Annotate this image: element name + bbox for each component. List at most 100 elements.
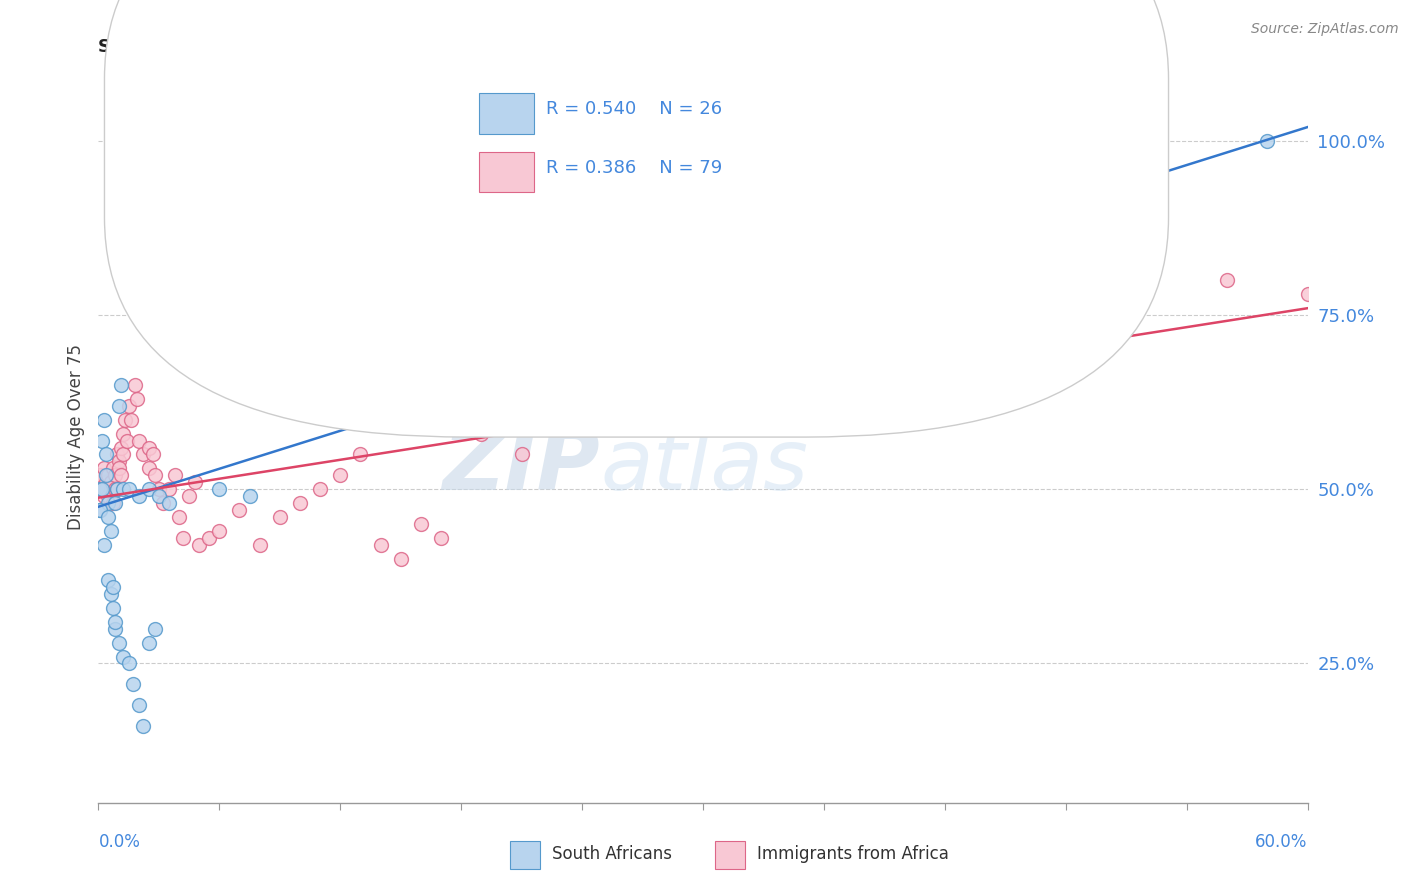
Point	[107, 635, 129, 649]
Point	[89, 483, 111, 497]
Point	[1296, 287, 1319, 301]
Point	[103, 496, 125, 510]
Bar	[509, 841, 540, 869]
Point	[309, 483, 332, 497]
Point	[101, 496, 124, 510]
Point	[179, 489, 201, 503]
Point	[91, 434, 114, 448]
Point	[93, 538, 115, 552]
Point	[103, 615, 125, 629]
Text: South Africans: South Africans	[551, 845, 672, 863]
Point	[118, 399, 141, 413]
Point	[172, 531, 194, 545]
Point	[128, 698, 150, 713]
Point	[389, 552, 412, 566]
Point	[1135, 287, 1157, 301]
Point	[128, 434, 150, 448]
Point	[1256, 134, 1278, 148]
Point	[409, 517, 432, 532]
Point	[103, 622, 125, 636]
Point	[239, 489, 262, 503]
Point	[93, 461, 115, 475]
Point	[101, 461, 124, 475]
Point	[93, 412, 115, 426]
Text: R = 0.540    N = 26: R = 0.540 N = 26	[546, 101, 721, 119]
Point	[1216, 273, 1239, 287]
FancyBboxPatch shape	[104, 0, 1168, 437]
Point	[96, 468, 118, 483]
Point	[96, 448, 118, 462]
Point	[152, 496, 174, 510]
Point	[118, 483, 141, 497]
Text: Source: ZipAtlas.com: Source: ZipAtlas.com	[1251, 22, 1399, 37]
Bar	[716, 841, 745, 869]
Text: R = 0.386    N = 79: R = 0.386 N = 79	[546, 159, 723, 177]
Point	[103, 483, 125, 497]
Point	[128, 489, 150, 503]
Point	[107, 461, 129, 475]
Text: atlas: atlas	[600, 425, 808, 508]
Point	[167, 510, 190, 524]
Point	[111, 483, 134, 497]
Point	[692, 357, 714, 371]
Point	[97, 510, 120, 524]
Point	[370, 538, 392, 552]
Point	[97, 573, 120, 587]
Point	[184, 475, 207, 490]
Point	[329, 137, 352, 152]
Point	[148, 489, 170, 503]
Point	[100, 587, 122, 601]
Point	[100, 524, 122, 538]
Point	[208, 524, 231, 538]
Point	[125, 392, 148, 406]
Point	[138, 441, 160, 455]
Point	[132, 719, 155, 733]
Point	[97, 489, 120, 503]
Point	[97, 496, 120, 510]
Point	[208, 483, 231, 497]
Point	[752, 336, 775, 351]
Point	[101, 580, 124, 594]
Text: 0.0%: 0.0%	[98, 833, 141, 851]
Point	[228, 503, 250, 517]
Text: 60.0%: 60.0%	[1256, 833, 1308, 851]
Point	[249, 538, 271, 552]
Point	[157, 483, 180, 497]
Point	[329, 468, 352, 483]
Point	[551, 412, 574, 426]
Bar	[479, 152, 534, 192]
Point	[143, 622, 166, 636]
Point	[157, 496, 180, 510]
Point	[100, 483, 122, 497]
Point	[110, 468, 132, 483]
Y-axis label: Disability Age Over 75: Disability Age Over 75	[67, 344, 86, 530]
Point	[100, 475, 122, 490]
Point	[138, 635, 160, 649]
Point	[105, 483, 128, 497]
Point	[591, 377, 613, 392]
Point	[1054, 308, 1077, 322]
Point	[198, 531, 221, 545]
Point	[269, 510, 291, 524]
Point	[101, 600, 124, 615]
Point	[124, 377, 146, 392]
Text: ZIP: ZIP	[443, 425, 600, 508]
Point	[103, 468, 125, 483]
Text: Immigrants from Africa: Immigrants from Africa	[758, 845, 949, 863]
Point	[132, 448, 155, 462]
Point	[111, 649, 134, 664]
Point	[114, 412, 136, 426]
Point	[118, 657, 141, 671]
Point	[89, 503, 111, 517]
Point	[631, 392, 654, 406]
Point	[138, 461, 160, 475]
Point	[93, 489, 115, 503]
Point	[142, 448, 165, 462]
Point	[138, 483, 160, 497]
Point	[430, 531, 453, 545]
Point	[110, 377, 132, 392]
Point	[163, 468, 186, 483]
Point	[89, 503, 111, 517]
Point	[89, 468, 111, 483]
Point	[91, 483, 114, 497]
